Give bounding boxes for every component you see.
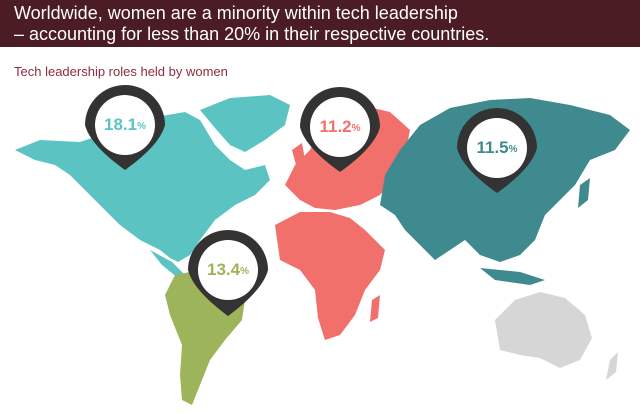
pin-unit: % (509, 144, 518, 155)
japan (578, 178, 590, 208)
pin-unit: % (240, 266, 249, 277)
pin-value: 11.2 (319, 117, 351, 136)
new-zealand (606, 352, 618, 380)
pin-unit: % (352, 123, 361, 134)
pin-inner (95, 95, 155, 155)
central-america (150, 250, 185, 278)
madagascar (370, 295, 380, 322)
africa (275, 212, 385, 340)
pin-value: 11.5 (476, 138, 508, 157)
greenland (200, 95, 290, 152)
indonesia (480, 268, 545, 285)
header-line: – accounting for less than 20% in their … (14, 24, 490, 44)
pin-unit: % (137, 121, 146, 132)
uk (292, 143, 305, 165)
pin-inner (467, 118, 527, 178)
pin: 13.4% (188, 230, 268, 316)
pin-value: 18.1 (104, 115, 137, 134)
pin: 11.2% (300, 87, 380, 172)
header: Worldwide, women are a minority within t… (0, 0, 640, 47)
pin-inner (198, 240, 258, 300)
subtitle: Tech leadership roles held by women (14, 64, 228, 79)
pin: 11.5% (457, 108, 537, 193)
pin-inner (310, 97, 370, 157)
pin: 18.1% (85, 85, 165, 170)
australia (495, 292, 592, 368)
pin-label: 11.5% (476, 138, 517, 157)
north-america (15, 112, 270, 262)
header-line: Worldwide, women are a minority within t… (14, 3, 458, 23)
pin-value: 13.4 (207, 260, 241, 279)
pin-label: 18.1% (104, 115, 146, 134)
pin-label: 13.4% (207, 260, 249, 279)
pin-label: 11.2% (319, 117, 360, 136)
